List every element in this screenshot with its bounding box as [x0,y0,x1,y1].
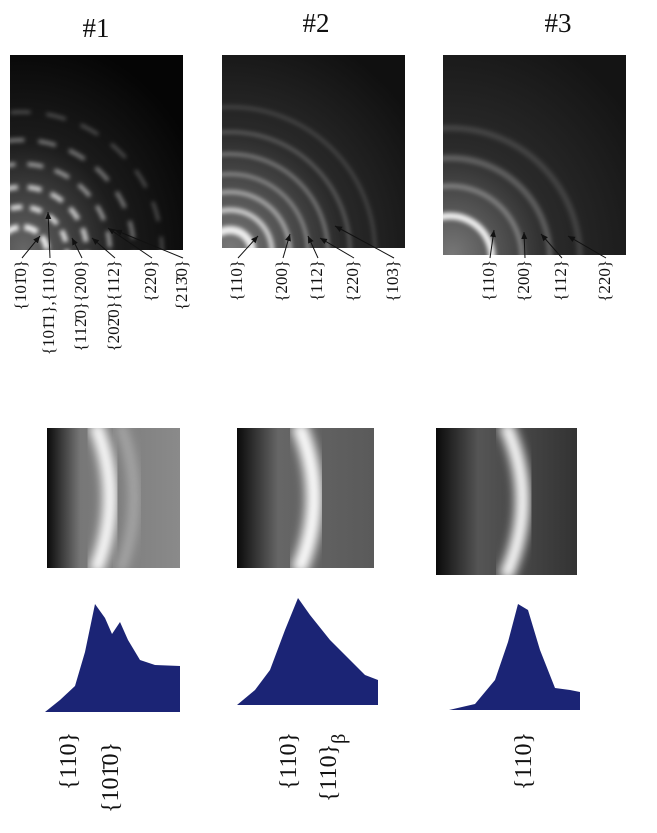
peak-label: {200} [514,260,533,302]
column-title: #2 [303,8,330,38]
profile-label: {110} [56,732,82,790]
peak-label: {101̄0} [11,260,30,310]
peak-label: {103} [383,260,402,302]
peak-label: {202̄0}{112} [104,260,123,352]
figure: #1 #2 #3 {101̄0} {101̄1},{110} {112̄0}{200… [0,0,657,833]
peak-label: {112} [551,260,570,301]
peak-label: {110} [479,260,498,301]
ring-detail-1 [47,424,180,572]
peak-label: {112̄0}{200} [71,260,90,352]
column-title: #3 [545,8,572,38]
profile-label-text: {110} [511,732,537,790]
profile-3 [449,604,580,710]
peak-label: {220} [141,260,160,302]
peak-label: {112} [307,260,326,301]
profile-1 [45,604,180,712]
pattern-1 [0,55,183,392]
peak-label: {220} [595,260,614,302]
profile-label: {110}β [316,734,350,802]
profile-label-text: {110} [316,744,342,802]
profile-label-text: {101̄0} [98,742,124,813]
profile-label-text: {110} [276,732,302,790]
profile-label: {110} [276,732,302,790]
profile-2 [237,598,378,705]
peak-label: {110} [227,260,246,301]
profile-label-text: {110} [56,732,82,790]
peak-label: {220} [343,260,362,302]
peak-label: {101̄1},{110} [39,260,58,355]
ring-detail-2 [237,424,374,572]
profile-label: {101̄0} [98,742,124,813]
profile-label-subscript: β [328,734,350,744]
ring-detail-3 [436,424,577,578]
peak-label: {213̄0} [172,260,191,310]
profile-label: {110} [511,732,537,790]
column-title: #1 [83,13,110,43]
peak-label: {200} [272,260,291,302]
